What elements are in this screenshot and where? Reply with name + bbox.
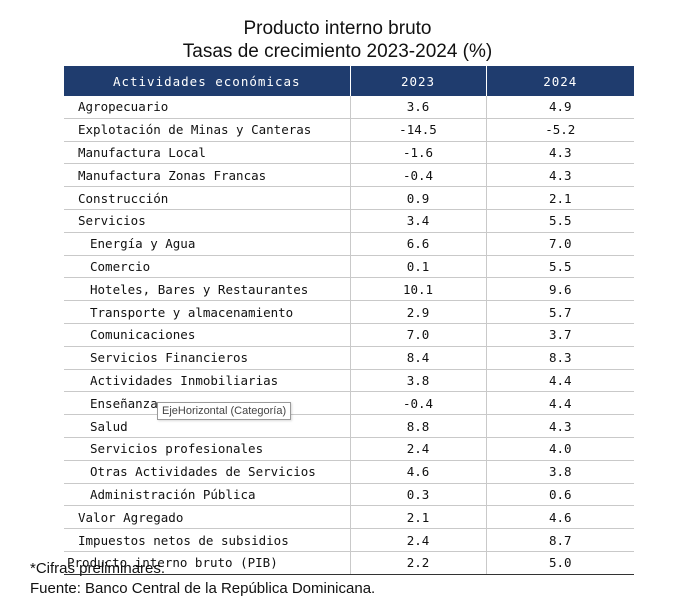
value-2023: 0.1 [349,255,486,279]
table-row: Comunicaciones 7.0 3.7 [64,323,634,347]
footnote: *Cifras preliminares. [30,560,166,577]
table-row: Actividades Inmobiliarias 3.8 4.4 [64,369,634,393]
value-2024: -5.2 [485,118,634,142]
value-2023: 8.4 [349,346,486,370]
row-label: Servicios profesionales [64,437,350,461]
value-2024: 4.4 [485,369,634,393]
row-label: Agropecuario [64,96,350,119]
value-2023: 10.1 [349,277,486,302]
value-2024: 4.3 [485,414,634,438]
row-label: Comercio [64,255,350,279]
value-2023: 4.6 [349,460,486,484]
value-2024: 4.4 [485,391,634,416]
row-label: Impuestos netos de subsidios [64,528,350,552]
value-2024: 0.6 [485,483,634,507]
value-2024: 5.5 [485,255,634,279]
table-header-row: Actividades económicas 2023 2024 [64,66,634,96]
value-2024: 3.8 [485,460,634,484]
value-2024: 4.3 [485,163,634,188]
page-title: Producto interno bruto [243,18,432,39]
value-2024: 4.0 [485,437,634,461]
value-2023: -1.6 [349,141,486,165]
value-2023: 3.4 [349,209,486,233]
table-row: Enseñanza -0.4 4.4 [64,391,634,416]
row-label: Servicios [64,209,350,233]
table-row: Producto interno bruto (PIB) 2.2 5.0 [64,551,634,575]
value-2023: 2.4 [349,528,486,552]
row-label: Manufactura Local [64,141,350,165]
gdp-growth-table: Actividades económicas 2023 2024 Agropec… [64,66,634,575]
value-2023: 2.4 [349,437,486,461]
source-note: Fuente: Banco Central de la República Do… [30,580,376,597]
table-row: Otras Actividades de Servicios 4.6 3.8 [64,460,634,484]
value-2023: -0.4 [349,391,486,416]
value-2023: 2.1 [349,505,486,530]
value-2024: 4.9 [485,96,634,119]
value-2023: -0.4 [349,163,486,188]
table-row: Energía y Agua 6.6 7.0 [64,232,634,256]
value-2023: 3.8 [349,369,486,393]
table-row: Salud 8.8 4.3 [64,414,634,438]
value-2023: -14.5 [349,118,486,142]
row-label: Otras Actividades de Servicios [64,460,350,484]
table-row: Hoteles, Bares y Restaurantes 10.1 9.6 [64,277,634,302]
table-row: Servicios profesionales 2.4 4.0 [64,437,634,461]
page-subtitle: Tasas de crecimiento 2023-2024 (%) [182,41,493,62]
table-row: Servicios Financieros 8.4 8.3 [64,346,634,370]
value-2024: 2.1 [485,186,634,210]
value-2024: 5.7 [485,300,634,324]
table-row: Manufactura Zonas Francas -0.4 4.3 [64,163,634,188]
value-2023: 0.3 [349,483,486,507]
value-2023: 0.9 [349,186,486,210]
row-label: Valor Agregado [64,505,350,530]
row-label: Administración Pública [64,483,350,507]
table-row: Explotación de Minas y Canteras -14.5 -5.2 [64,118,634,142]
value-2023: 2.9 [349,300,486,324]
header-activities: Actividades económicas [64,66,351,96]
table-row: Agropecuario 3.6 4.9 [64,96,634,119]
table-row: Impuestos netos de subsidios 2.4 8.7 [64,528,634,552]
table-row: Transporte y almacenamiento 2.9 5.7 [64,300,634,324]
chart-tooltip: EjeHorizontal (Categoría) [157,402,292,420]
row-label: Construcción [64,186,350,210]
value-2024: 4.6 [485,505,634,530]
value-2024: 4.3 [485,141,634,165]
value-2023: 7.0 [349,323,486,347]
header-2024: 2024 [486,66,634,96]
row-label: Transporte y almacenamiento [64,300,350,324]
row-label: Manufactura Zonas Francas [64,163,350,188]
value-2023: 3.6 [349,96,486,119]
table-row: Construcción 0.9 2.1 [64,186,634,210]
value-2024: 8.3 [485,346,634,370]
value-2024: 5.5 [485,209,634,233]
header-2023: 2023 [350,66,487,96]
value-2023: 6.6 [349,232,486,256]
value-2024: 7.0 [485,232,634,256]
value-2024: 9.6 [485,277,634,302]
row-label: Salud [64,414,350,438]
table-row: Servicios 3.4 5.5 [64,209,634,233]
value-2023: 2.2 [349,551,486,575]
row-label: Energía y Agua [64,232,350,256]
table-row: Valor Agregado 2.1 4.6 [64,505,634,530]
table-row: Administración Pública 0.3 0.6 [64,483,634,507]
row-label: Comunicaciones [64,323,350,347]
value-2024: 5.0 [485,551,634,575]
value-2024: 3.7 [485,323,634,347]
table-row: Comercio 0.1 5.5 [64,255,634,279]
value-2023: 8.8 [349,414,486,438]
row-label: Explotación de Minas y Canteras [64,118,350,142]
row-label: Hoteles, Bares y Restaurantes [64,277,350,302]
value-2024: 8.7 [485,528,634,552]
row-label: Servicios Financieros [64,346,350,370]
table-row: Manufactura Local -1.6 4.3 [64,141,634,165]
row-label: Producto interno bruto (PIB) [64,551,350,575]
row-label: Actividades Inmobiliarias [64,369,350,393]
